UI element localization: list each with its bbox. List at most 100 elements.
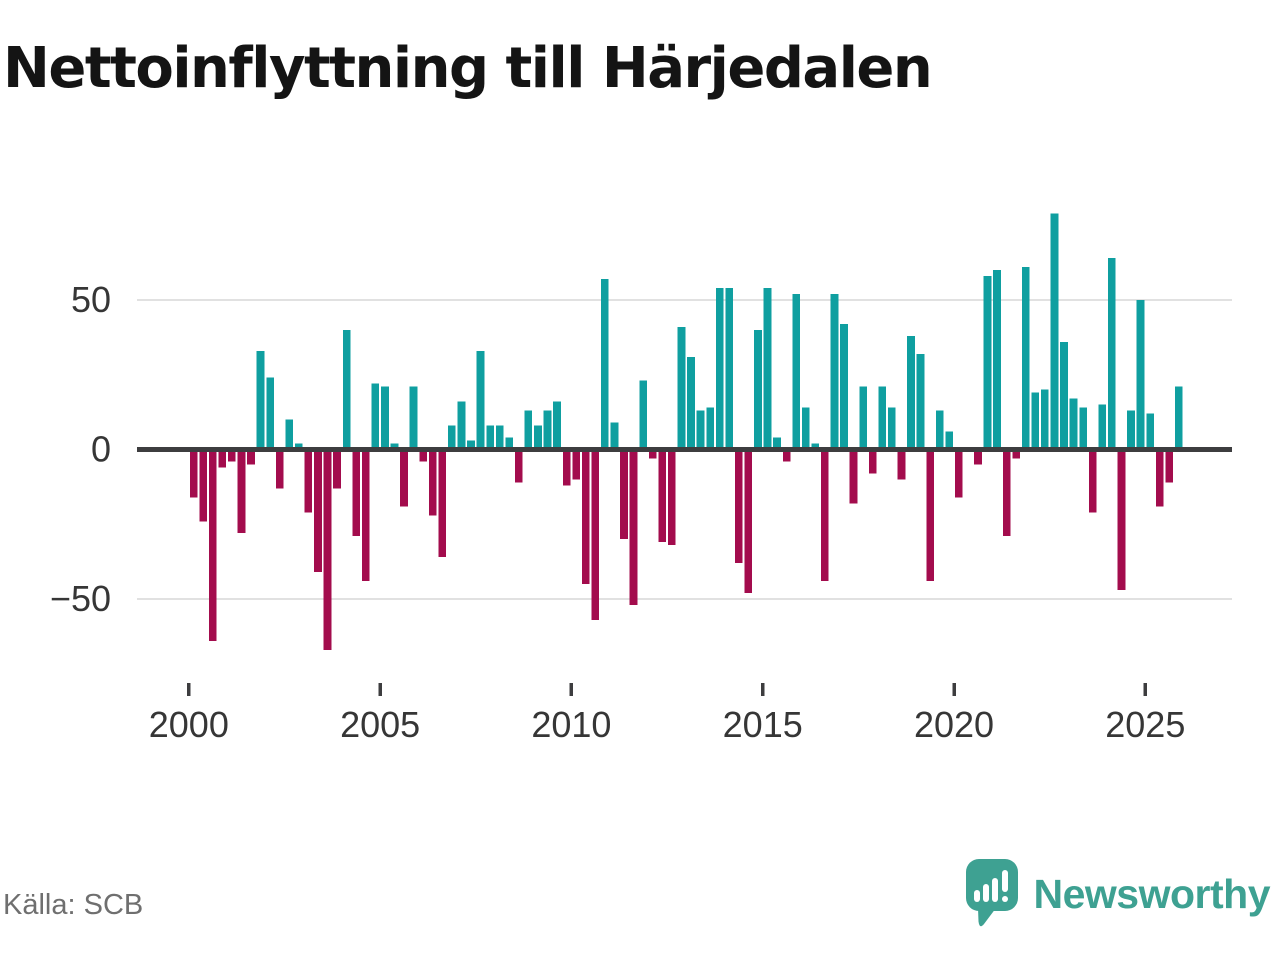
chart-title: Nettoinflyttning till Härjedalen xyxy=(3,36,933,101)
bar-2016Q1 xyxy=(801,407,810,450)
x-axis-label-2005: 2005 xyxy=(340,704,420,745)
bar-2002Q3 xyxy=(285,419,294,450)
bar-2017Q1 xyxy=(840,323,848,450)
bar-2023Q2 xyxy=(1079,407,1087,450)
bar-2009Q2 xyxy=(543,410,552,450)
bar-2003Q1 xyxy=(304,449,313,513)
bar-2004Q1 xyxy=(342,329,351,450)
bar-2013Q3 xyxy=(706,407,714,450)
bar-2011Q4 xyxy=(639,380,647,450)
bar-2018Q1 xyxy=(878,386,887,450)
bar-2002Q4 xyxy=(294,443,303,450)
bar-2025Q2 xyxy=(1155,449,1164,507)
bar-2000Q4 xyxy=(218,449,227,468)
bar-2023Q4 xyxy=(1098,404,1107,450)
bar-2011Q1 xyxy=(610,422,619,450)
bar-2017Q3 xyxy=(859,386,867,450)
bar-2016Q3 xyxy=(821,449,829,582)
bar-2016Q2 xyxy=(811,443,820,450)
bar-2020Q1 xyxy=(954,449,963,498)
bar-2025Q3 xyxy=(1165,449,1174,483)
bar-2014Q2 xyxy=(734,449,743,564)
bar-2019Q3 xyxy=(935,410,944,450)
bar-2007Q4 xyxy=(486,425,494,450)
bar-2011Q3 xyxy=(629,449,638,605)
bar-2015Q1 xyxy=(763,288,772,450)
bar-2024Q4 xyxy=(1136,300,1145,450)
bar-2004Q4 xyxy=(371,383,380,450)
bar-2008Q2 xyxy=(505,437,514,450)
bar-2006Q3 xyxy=(438,449,447,558)
bar-2014Q1 xyxy=(725,288,734,450)
bar-2023Q1 xyxy=(1069,398,1078,450)
bar-2000Q2 xyxy=(199,449,208,522)
bar-2020Q3 xyxy=(974,449,982,465)
bar-2005Q2 xyxy=(390,443,399,450)
bar-2015Q4 xyxy=(792,294,801,450)
x-axis-label-2020: 2020 xyxy=(914,704,994,745)
bar-2006Q1 xyxy=(419,449,428,462)
bar-2012Q3 xyxy=(668,449,676,546)
bar-2021Q3 xyxy=(1012,449,1021,459)
bar-2019Q2 xyxy=(926,449,934,582)
newsworthy-logo: Newsworthy xyxy=(965,858,1270,930)
bar-2004Q2 xyxy=(352,449,361,537)
x-axis-label-2025: 2025 xyxy=(1105,704,1185,745)
bar-2022Q1 xyxy=(1031,392,1040,450)
bar-2006Q2 xyxy=(428,449,437,516)
bar-2020Q4 xyxy=(983,276,992,450)
y-axis-label-50: 50 xyxy=(71,279,111,320)
bar-2011Q2 xyxy=(620,449,628,540)
bar-2000Q3 xyxy=(208,449,217,641)
bar-2000Q1 xyxy=(189,449,198,498)
bar-2024Q3 xyxy=(1127,410,1135,450)
newsworthy-logo-icon xyxy=(965,859,1018,927)
bar-2001Q3 xyxy=(247,449,255,465)
bar-2005Q1 xyxy=(381,386,389,450)
bar-2009Q1 xyxy=(534,425,542,450)
x-axis-label-2015: 2015 xyxy=(723,704,803,745)
bar-2019Q1 xyxy=(916,353,925,450)
net-migration-bar-chart: 50 0 −50 2000 2005 2010 2015 2020 2025 xyxy=(50,213,1232,745)
bar-2005Q3 xyxy=(400,449,408,507)
bar-2014Q4 xyxy=(754,329,762,450)
bar-2005Q4 xyxy=(409,386,418,450)
bar-2024Q1 xyxy=(1107,258,1116,450)
bar-2016Q4 xyxy=(830,294,839,450)
bar-2001Q2 xyxy=(237,449,246,534)
bar-2010Q1 xyxy=(572,449,581,480)
bar-2017Q4 xyxy=(868,449,877,474)
bar-2013Q4 xyxy=(715,288,724,450)
bar-2021Q1 xyxy=(993,270,1001,450)
y-axis-label--50: −50 xyxy=(50,578,111,619)
bar-2019Q4 xyxy=(945,431,954,450)
bar-2018Q2 xyxy=(888,407,896,450)
bar-2015Q2 xyxy=(773,437,781,450)
bar-2009Q3 xyxy=(553,401,561,450)
bar-2021Q4 xyxy=(1021,267,1030,450)
bar-2014Q3 xyxy=(744,449,753,594)
bar-2023Q3 xyxy=(1088,449,1097,513)
bar-2021Q2 xyxy=(1002,449,1011,537)
bar-2010Q2 xyxy=(581,449,590,585)
bar-2004Q3 xyxy=(361,449,370,582)
bar-2013Q2 xyxy=(696,410,705,450)
bar-2025Q1 xyxy=(1146,413,1154,450)
bar-2007Q3 xyxy=(476,350,485,450)
bar-2018Q3 xyxy=(897,449,906,480)
bar-2008Q4 xyxy=(524,410,533,450)
bar-2003Q4 xyxy=(333,449,341,489)
bar-2007Q2 xyxy=(467,440,475,450)
bar-2001Q4 xyxy=(256,350,265,450)
bar-2002Q1 xyxy=(266,377,274,450)
bar-2015Q3 xyxy=(782,449,791,462)
bar-2017Q2 xyxy=(849,449,858,504)
bar-2003Q2 xyxy=(314,449,322,573)
bar-2009Q4 xyxy=(562,449,571,486)
bar-2013Q1 xyxy=(687,356,695,450)
bar-2006Q4 xyxy=(448,425,456,450)
bar-2012Q2 xyxy=(658,449,667,543)
bar-2001Q1 xyxy=(228,449,236,462)
bar-2025Q4 xyxy=(1174,386,1183,450)
